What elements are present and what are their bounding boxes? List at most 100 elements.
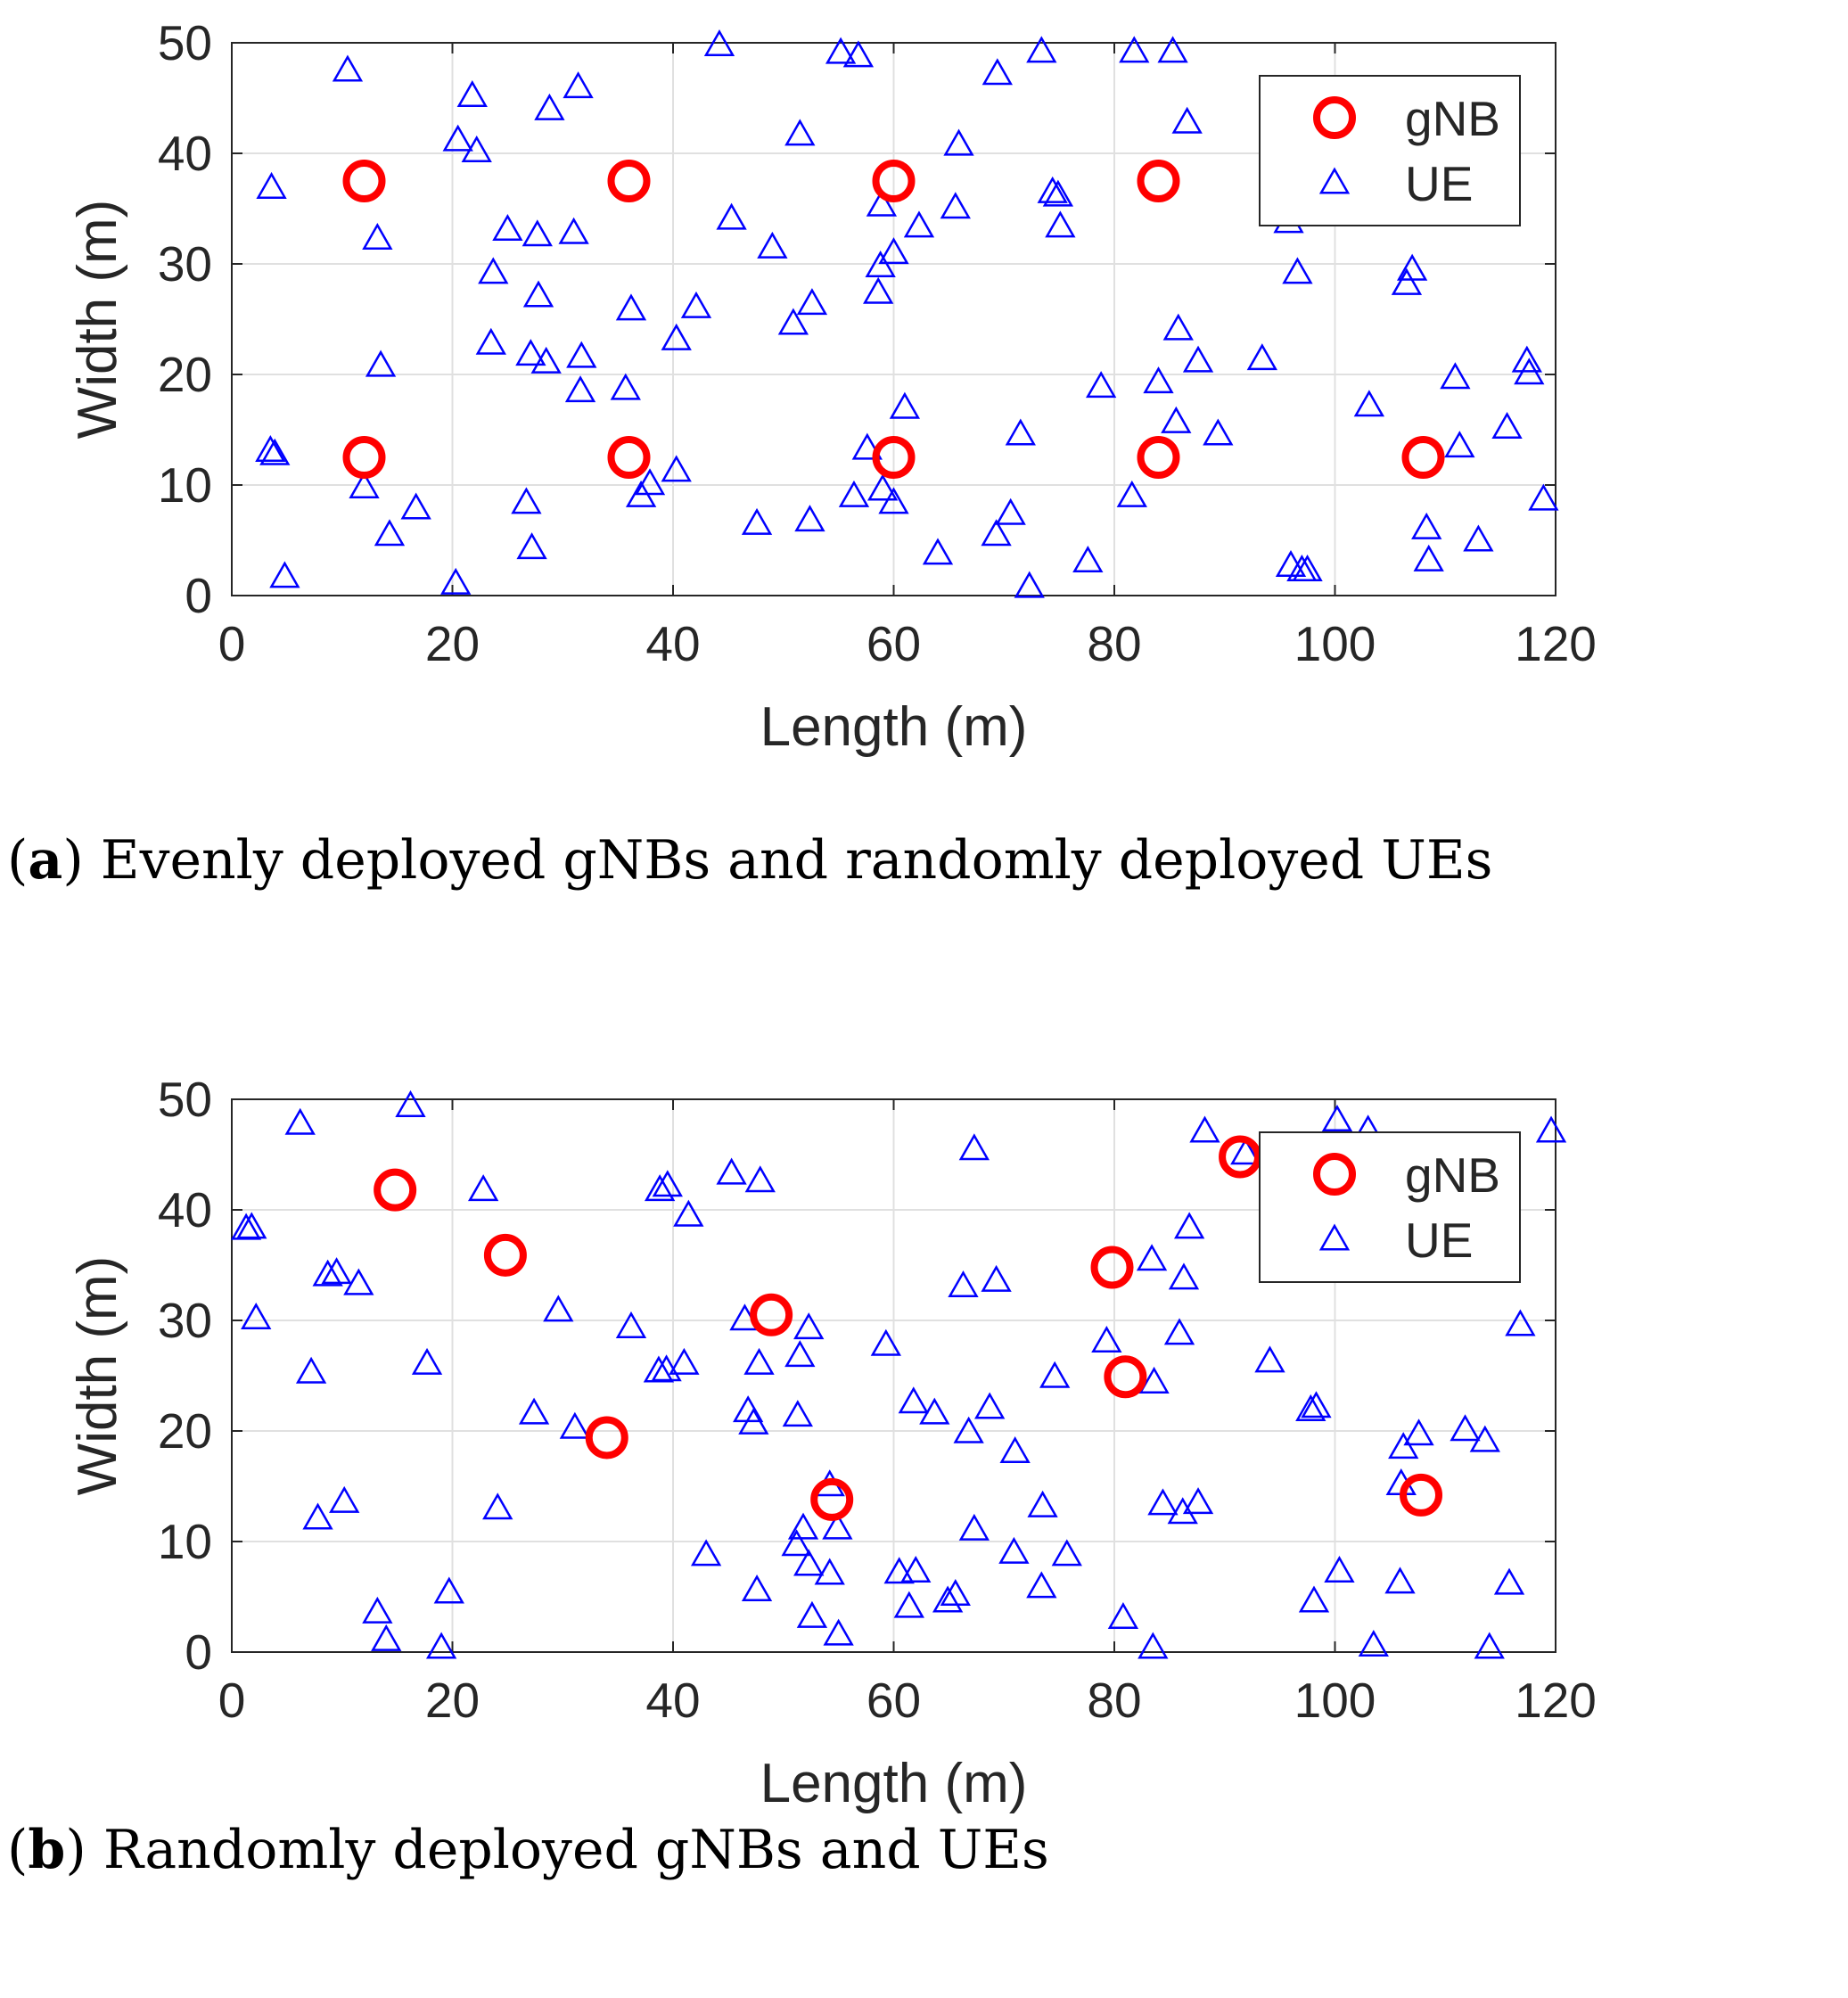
gnb-point bbox=[872, 436, 916, 479]
ue-series bbox=[230, 1089, 1567, 1659]
ue-point bbox=[343, 1268, 374, 1295]
ue-point bbox=[475, 327, 506, 355]
x-tick-label: 80 bbox=[1087, 616, 1141, 671]
x-tick-label: 0 bbox=[218, 1673, 246, 1728]
ue-point bbox=[312, 1259, 343, 1287]
ue-point bbox=[615, 1311, 647, 1338]
ue-point bbox=[1535, 1115, 1567, 1143]
ue-point bbox=[1138, 1632, 1169, 1659]
figure-panel-b: 0 20 40 60 80 100 120 0 10 20 30 40 50 Length (m) Widt… bbox=[0, 1061, 1848, 1997]
ue-point bbox=[1107, 1602, 1139, 1630]
ue-point bbox=[981, 58, 1013, 86]
ue-point bbox=[332, 54, 364, 82]
gnb-point bbox=[1137, 436, 1180, 479]
ue-point bbox=[362, 222, 393, 250]
ue-point bbox=[1528, 483, 1559, 511]
ue-point bbox=[1321, 1105, 1353, 1132]
ue-point bbox=[1116, 480, 1147, 507]
ue-point bbox=[703, 29, 735, 56]
ue-point bbox=[433, 1576, 464, 1604]
ue-point bbox=[284, 1107, 316, 1135]
caption-b-text: Randomly deployed gNBs and UEs bbox=[103, 1819, 1049, 1881]
x-tick-label: 100 bbox=[1294, 1673, 1376, 1728]
ue-point bbox=[349, 471, 380, 498]
ue-point bbox=[492, 214, 523, 242]
ue-point bbox=[995, 497, 1026, 525]
gnb-point bbox=[1104, 1355, 1147, 1399]
ue-point bbox=[302, 1502, 333, 1530]
y-tick-label: 10 bbox=[158, 1514, 212, 1569]
ue-point bbox=[1388, 1432, 1419, 1459]
x-tick-label: 20 bbox=[425, 616, 480, 671]
ue-point bbox=[838, 480, 870, 507]
y-tick-label: 40 bbox=[158, 126, 212, 181]
y-tick-label: 50 bbox=[158, 1072, 212, 1127]
ue-point bbox=[634, 468, 666, 496]
gnb-point bbox=[1137, 160, 1180, 202]
x-tick-label: 80 bbox=[1087, 1673, 1141, 1728]
ue-point bbox=[511, 487, 542, 514]
caption-b: (b) Randomly deployed gNBs and UEs bbox=[7, 1819, 1049, 1881]
ue-point bbox=[1138, 1366, 1170, 1394]
ue-point bbox=[442, 124, 473, 152]
ue-point bbox=[1505, 1309, 1536, 1336]
ue-point bbox=[400, 492, 431, 520]
figure-panel-a: 0 20 40 60 80 100 120 0 10 20 30 40 50 Length (m) Widt… bbox=[7, 15, 1597, 892]
ue-point bbox=[1491, 412, 1523, 440]
ue-point bbox=[456, 80, 488, 108]
ue-point bbox=[680, 291, 712, 318]
legend-gnb-marker bbox=[1313, 96, 1356, 139]
ue-point bbox=[716, 202, 747, 230]
ue-point bbox=[563, 71, 594, 99]
gnb-series bbox=[342, 160, 1445, 479]
ue-point bbox=[371, 1624, 402, 1651]
ue-point bbox=[870, 1328, 901, 1356]
ue-point bbox=[1173, 1212, 1205, 1239]
ue-point bbox=[1162, 313, 1194, 341]
ue-point bbox=[867, 473, 899, 501]
gnb-point bbox=[607, 160, 651, 202]
ue-point bbox=[1037, 176, 1068, 203]
ue-point bbox=[411, 1347, 443, 1375]
ue-point bbox=[321, 1257, 352, 1285]
ue-point bbox=[395, 1089, 426, 1117]
ue-point bbox=[1119, 36, 1150, 63]
ue-point bbox=[1167, 1497, 1198, 1525]
ue-point bbox=[878, 237, 909, 265]
ue-point bbox=[374, 519, 406, 547]
ue-point bbox=[1246, 343, 1277, 371]
gnb-point bbox=[1090, 1246, 1134, 1289]
scatter-plot-b: 0 20 40 60 80 100 120 0 10 20 30 40 50 Length (m) Widt… bbox=[67, 1072, 1597, 1814]
gnb-point bbox=[374, 1168, 417, 1212]
ue-point bbox=[467, 1174, 499, 1202]
ue-point bbox=[958, 1513, 990, 1541]
ue-point bbox=[1301, 1391, 1332, 1418]
gnb-series bbox=[374, 1135, 1443, 1521]
ue-point bbox=[1171, 106, 1203, 134]
ue-point bbox=[953, 1416, 984, 1443]
ue-point bbox=[814, 1558, 845, 1585]
legend-ue-label: UE bbox=[1405, 156, 1473, 211]
ue-point bbox=[1026, 1571, 1057, 1599]
ue-point bbox=[893, 1591, 924, 1618]
ue-point bbox=[1085, 371, 1117, 399]
legend-box bbox=[1259, 1131, 1521, 1283]
x-tick-label: 60 bbox=[867, 616, 921, 671]
y-tick-label: 30 bbox=[158, 1293, 212, 1348]
ue-point bbox=[1182, 345, 1214, 373]
ue-point bbox=[329, 1485, 360, 1513]
ue-point bbox=[236, 1212, 267, 1239]
ue-point bbox=[1051, 1539, 1082, 1566]
ue-point bbox=[784, 119, 816, 146]
ue-point bbox=[784, 1340, 816, 1368]
ue-point bbox=[522, 219, 553, 247]
ue-point bbox=[530, 346, 562, 374]
ue-point bbox=[1282, 257, 1313, 284]
ue-point bbox=[999, 1436, 1031, 1464]
ue-point bbox=[241, 1303, 272, 1330]
ue-point bbox=[823, 1618, 854, 1646]
ue-point bbox=[661, 455, 692, 482]
ue-point bbox=[1324, 1555, 1355, 1583]
ue-point bbox=[661, 323, 692, 350]
x-tick-label: 60 bbox=[867, 1673, 921, 1728]
